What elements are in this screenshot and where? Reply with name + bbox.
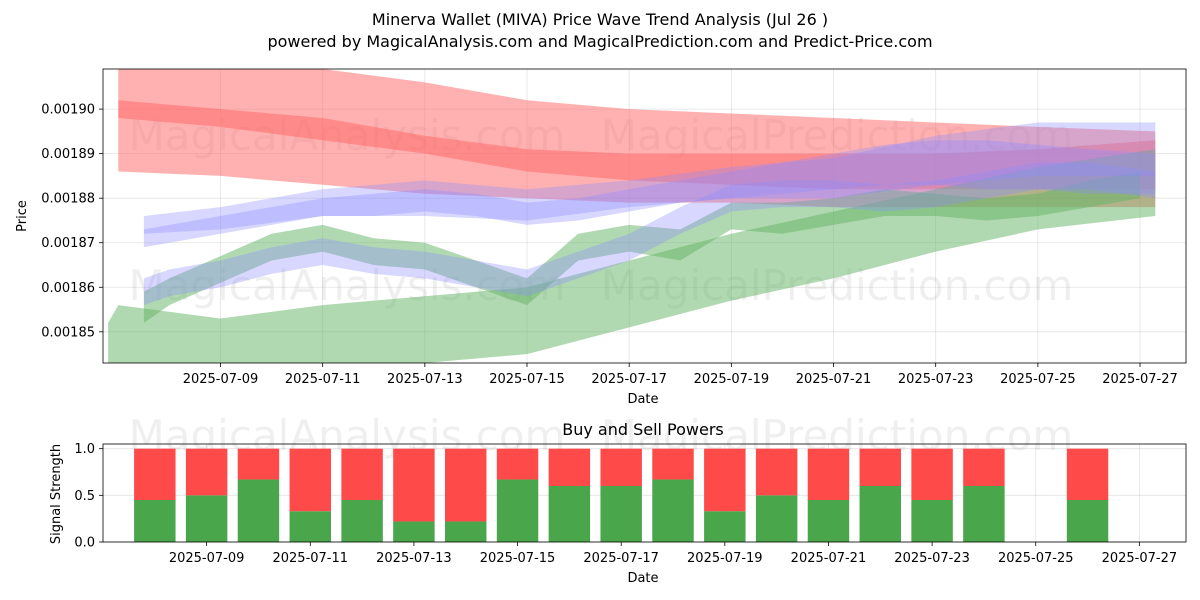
blue-wave-series-5 <box>143 162 1156 306</box>
bottom-chart-title: Buy and Sell Powers <box>562 420 724 439</box>
bottom-y-tick-label: 0.0 <box>74 536 95 551</box>
buy-bar <box>445 521 487 542</box>
sell-bar <box>652 448 694 480</box>
sell-bar <box>445 448 487 522</box>
top-x-tick-label: 2025-07-23 <box>898 372 974 387</box>
bottom-x-tick-label: 2025-07-25 <box>998 551 1074 566</box>
buy-bar <box>1066 500 1109 542</box>
sell-bar <box>393 448 435 522</box>
sell-bar <box>237 448 280 480</box>
buy-bar <box>134 500 176 542</box>
sell-bar <box>134 448 176 500</box>
bottom-x-tick-label: 2025-07-13 <box>376 551 452 566</box>
buy-bar <box>704 511 746 542</box>
top-x-tick-label: 2025-07-11 <box>285 372 361 387</box>
chart-subtitle: powered by MagicalAnalysis.com and Magic… <box>267 32 932 51</box>
sell-bar <box>496 448 539 480</box>
buy-bar <box>289 511 331 542</box>
top-y-tick-label: 0.00185 <box>41 325 95 340</box>
buy-bar <box>496 479 539 542</box>
top-x-tick-label: 2025-07-19 <box>694 372 770 387</box>
bottom-x-tick-label: 2025-07-09 <box>169 551 245 566</box>
bottom-y-tick-label: 0.5 <box>74 489 95 504</box>
bottom-x-tick-label: 2025-07-17 <box>583 551 659 566</box>
top-y-tick-label: 0.00189 <box>41 147 95 162</box>
signal-plot: 2025-07-09 2025-07-11 2025-07-13 2025-07-15… <box>74 442 1187 566</box>
bottom-x-tick-label: 2025-07-23 <box>894 551 970 566</box>
bottom-x-tick-label: 2025-07-27 <box>1102 551 1178 566</box>
buy-bar <box>963 486 1005 542</box>
sell-bar <box>807 448 850 500</box>
buy-bar <box>600 486 642 542</box>
bottom-x-tick-label: 2025-07-11 <box>272 551 348 566</box>
bottom-x-axis-label: Date <box>627 571 658 586</box>
sell-bar <box>755 448 798 496</box>
bottom-y-axis-label: Signal Strength <box>49 444 64 544</box>
bottom-y-tick-label: 1.0 <box>74 442 95 457</box>
bottom-plot-frame <box>102 443 1187 543</box>
blue-wave-series-4 <box>143 140 1156 248</box>
chart-title: Minerva Wallet (MIVA) Price Wave Trend A… <box>372 10 828 29</box>
top-x-tick-label: 2025-07-09 <box>183 372 259 387</box>
buy-bar <box>807 500 850 542</box>
sell-bar <box>704 448 746 512</box>
top-x-tick-label: 2025-07-15 <box>489 372 565 387</box>
red-band-series-1 <box>118 100 1156 190</box>
buy-bar <box>859 486 901 542</box>
blue-band-series-6 <box>143 122 1156 234</box>
top-x-axis-label: Date <box>627 392 658 407</box>
sell-bar <box>911 448 953 500</box>
bottom-x-tick-label: 2025-07-15 <box>480 551 556 566</box>
sell-bar <box>548 448 591 486</box>
buy-bar <box>548 486 591 542</box>
buy-bar <box>911 500 953 542</box>
buy-bar <box>393 521 435 542</box>
buy-bar <box>185 495 228 542</box>
bottom-x-tick-label: 2025-07-19 <box>687 551 763 566</box>
top-x-tick-label: 2025-07-21 <box>796 372 872 387</box>
sell-bar <box>963 448 1005 486</box>
buy-bar <box>755 495 798 542</box>
top-y-tick-label: 0.00190 <box>41 103 95 118</box>
top-y-tick-label: 0.00188 <box>41 192 95 207</box>
top-x-tick-label: 2025-07-17 <box>591 372 667 387</box>
price-plot: 2025-07-09 2025-07-11 2025-07-13 2025-07-15… <box>41 68 1187 387</box>
top-x-tick-label: 2025-07-27 <box>1102 372 1178 387</box>
top-y-tick-label: 0.00187 <box>41 236 95 251</box>
sell-bar <box>1066 448 1109 500</box>
sell-bar <box>341 448 383 500</box>
sell-bar <box>600 448 642 486</box>
top-y-tick-label: 0.00186 <box>41 281 95 296</box>
bottom-x-tick-label: 2025-07-21 <box>791 551 867 566</box>
top-x-tick-label: 2025-07-13 <box>387 372 463 387</box>
top-y-axis-label: Price <box>15 200 30 232</box>
sell-bar <box>289 448 331 512</box>
top-plot-frame <box>102 68 1187 364</box>
green-wave-series-3 <box>143 171 1140 323</box>
buy-bar <box>237 479 280 542</box>
buy-bar <box>341 500 383 542</box>
top-x-tick-label: 2025-07-25 <box>1000 372 1076 387</box>
sell-bar <box>859 448 901 486</box>
sell-bar <box>185 448 228 496</box>
buy-bar <box>652 479 694 542</box>
